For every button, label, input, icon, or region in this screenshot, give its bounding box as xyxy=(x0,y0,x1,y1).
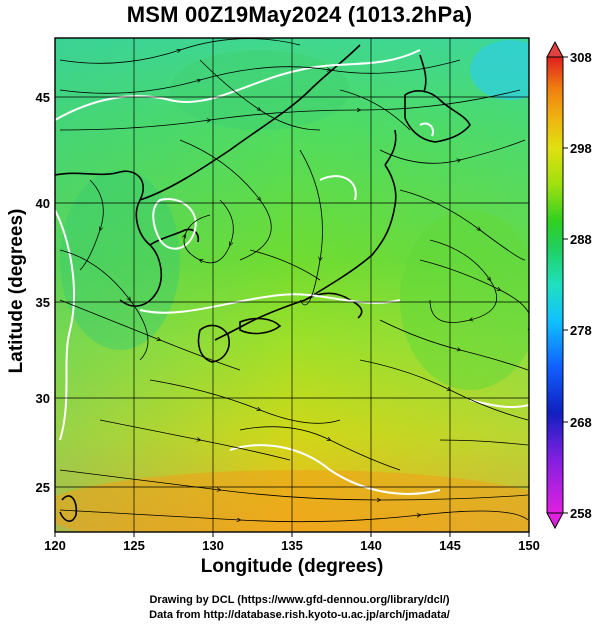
y-tick-label: 45 xyxy=(36,90,50,105)
y-axis-label: Latitude (degrees) xyxy=(6,208,27,374)
x-tick-labels: 120 125 130 135 140 145 150 xyxy=(44,538,540,553)
coastlines xyxy=(55,44,471,522)
colorbar-tick-label: 258 xyxy=(570,506,592,521)
colorbar-bottom-arrow xyxy=(546,512,564,530)
x-tick-label: 140 xyxy=(360,538,382,553)
credit-data: Data from http://database.rish.kyoto-u.a… xyxy=(149,609,450,621)
colorbar-tick-label: 298 xyxy=(570,141,592,156)
colorbar-tick-label: 308 xyxy=(570,50,592,65)
colorbar-top-arrow xyxy=(546,40,564,58)
y-tick-label: 35 xyxy=(36,295,50,310)
x-tick-label: 125 xyxy=(123,538,145,553)
colorbar-tick-label: 278 xyxy=(570,323,592,338)
colorbar-tick-label: 268 xyxy=(570,415,592,430)
x-tick-label: 120 xyxy=(44,538,66,553)
colorbar-gradient xyxy=(546,56,564,514)
graticule xyxy=(55,38,529,532)
y-tick-label: 30 xyxy=(36,391,50,406)
y-tick-label: 40 xyxy=(36,196,50,211)
credit-drawing: Drawing by DCL (https://www.gfd-dennou.o… xyxy=(149,594,450,606)
x-tick-label: 135 xyxy=(281,538,303,553)
y-tick-label: 25 xyxy=(36,480,50,495)
x-axis-label: Longitude (degrees) xyxy=(200,556,384,577)
colorbar-tick-label: 288 xyxy=(570,232,592,247)
x-tick-marks xyxy=(54,532,530,537)
map-title: MSM 00Z19May2024 (1013.2hPa) xyxy=(126,2,473,27)
x-tick-label: 130 xyxy=(202,538,224,553)
x-tick-label: 150 xyxy=(518,538,540,553)
credits: Drawing by DCL (https://www.gfd-dennou.o… xyxy=(0,593,599,623)
colorbar: 258 268 278 288 298 308 xyxy=(546,40,592,530)
y-tick-labels: 25 30 35 40 45 xyxy=(36,90,50,495)
x-tick-label: 145 xyxy=(439,538,461,553)
